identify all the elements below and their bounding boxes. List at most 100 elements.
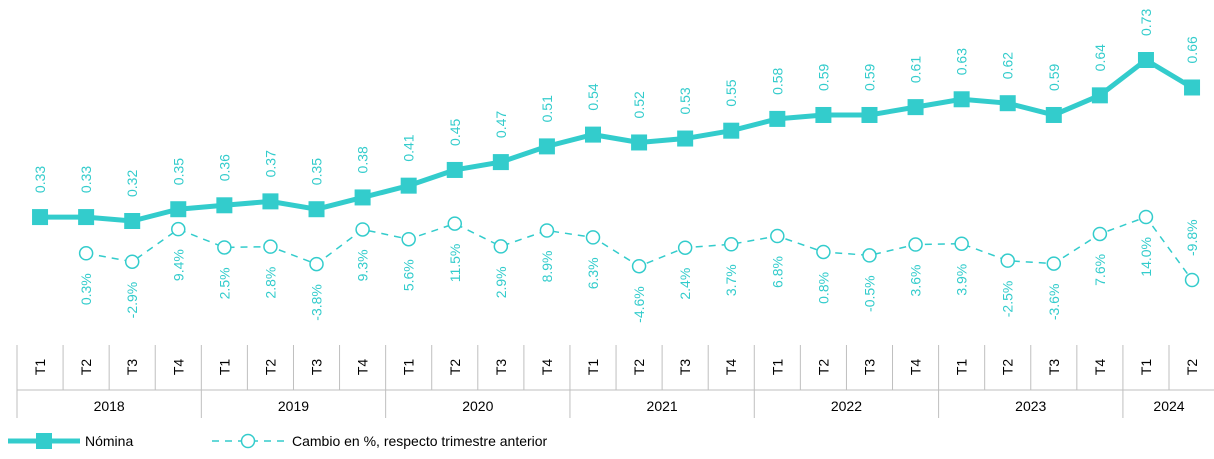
change-marker xyxy=(78,246,94,261)
change-marker xyxy=(539,223,555,238)
change-marker xyxy=(1046,256,1062,271)
x-tick-label: T3 xyxy=(677,359,693,376)
x-tick-label: T1 xyxy=(954,359,970,376)
data-label: 0.33 xyxy=(78,166,94,193)
change-marker xyxy=(816,244,831,260)
nomina-marker xyxy=(999,95,1016,112)
nomina-marker xyxy=(1184,79,1201,96)
x-tick-label: T1 xyxy=(585,359,601,376)
data-label: 3.6% xyxy=(908,265,924,297)
year-label: 2019 xyxy=(278,398,309,414)
x-tick-label: T3 xyxy=(493,359,509,376)
data-label: 0.8% xyxy=(815,272,831,304)
nomina-marker xyxy=(1137,52,1154,68)
change-marker xyxy=(309,256,324,272)
data-label: 0.59 xyxy=(861,64,877,91)
change-marker xyxy=(954,236,969,251)
nomina-marker xyxy=(32,209,49,226)
data-label: 9.4% xyxy=(170,249,186,281)
x-tick-label: T2 xyxy=(447,359,463,376)
x-tick-label: T4 xyxy=(355,359,371,376)
data-label: -3.8% xyxy=(309,284,325,321)
x-tick-label: T4 xyxy=(723,359,739,376)
data-label: 0.45 xyxy=(447,118,463,145)
year-label: 2023 xyxy=(1015,398,1046,414)
change-marker xyxy=(631,258,647,274)
year-label: 2020 xyxy=(462,398,493,414)
data-label: 3.9% xyxy=(954,264,970,296)
nomina-marker xyxy=(1091,87,1108,104)
data-label: 6.3% xyxy=(585,257,601,289)
change-marker xyxy=(217,240,232,255)
data-label: 0.37 xyxy=(262,150,278,177)
data-label: 0.35 xyxy=(309,158,325,185)
data-label: 0.58 xyxy=(769,67,785,94)
data-label: 2.4% xyxy=(677,268,693,300)
data-label: 7.6% xyxy=(1092,254,1108,286)
data-label: 0.66 xyxy=(1184,36,1200,63)
nomina-marker xyxy=(78,209,95,226)
x-tick-label: T4 xyxy=(539,359,555,376)
data-label: 8.9% xyxy=(539,251,555,283)
nomina-marker xyxy=(216,197,233,214)
change-marker xyxy=(770,228,785,244)
x-tick-label: T1 xyxy=(1138,359,1154,376)
data-label: 0.52 xyxy=(631,91,647,118)
change-marker xyxy=(124,254,140,269)
change-marker xyxy=(355,222,370,237)
x-tick-label: T2 xyxy=(631,359,647,376)
change-marker xyxy=(1184,272,1200,288)
nomina-marker xyxy=(354,189,371,206)
nomina-marker xyxy=(492,154,509,171)
data-label: 2.5% xyxy=(216,267,232,299)
legend-marker xyxy=(240,433,256,449)
data-label: 3.7% xyxy=(723,264,739,296)
nomina-marker xyxy=(538,138,555,155)
change-marker xyxy=(1000,253,1015,268)
data-label: 6.8% xyxy=(769,256,785,288)
data-label: 0.64 xyxy=(1092,44,1108,71)
change-marker xyxy=(493,239,509,254)
data-label: 0.54 xyxy=(585,83,601,110)
x-tick-label: T3 xyxy=(1046,359,1062,376)
data-label: 14.0% xyxy=(1138,237,1154,277)
year-label: 2024 xyxy=(1153,398,1184,414)
nomina-marker xyxy=(677,130,694,147)
x-tick-label: T2 xyxy=(262,359,278,376)
change-marker xyxy=(723,237,739,252)
x-tick-label: T2 xyxy=(815,359,831,376)
change-marker xyxy=(862,248,877,263)
data-label: 0.51 xyxy=(539,95,555,122)
nomina-line xyxy=(40,56,1194,224)
data-label: 0.47 xyxy=(493,111,509,138)
data-label: 0.36 xyxy=(216,154,232,181)
x-tick-label: T4 xyxy=(1092,359,1108,376)
x-tick-label: T4 xyxy=(908,359,924,376)
nomina-marker xyxy=(308,201,325,218)
change-marker xyxy=(908,237,923,252)
nomina-marker xyxy=(631,134,648,151)
nomina-marker xyxy=(124,213,141,229)
nomina-marker xyxy=(815,106,832,123)
nomina-marker xyxy=(170,201,187,218)
data-label: 0.59 xyxy=(1046,64,1062,91)
nomina-marker xyxy=(400,177,417,194)
x-tick-label: T3 xyxy=(861,359,877,376)
data-label: 11.5% xyxy=(447,244,463,283)
data-label: 2.8% xyxy=(262,267,278,299)
nomina-marker xyxy=(723,122,740,139)
data-label: 0.35 xyxy=(170,158,186,185)
x-tick-label: T1 xyxy=(216,359,232,376)
change-marker xyxy=(1138,209,1154,225)
data-label: 0.59 xyxy=(815,64,831,91)
data-label: 0.33 xyxy=(32,166,48,193)
legend-label: Cambio en %, respecto trimestre anterior xyxy=(292,433,548,449)
data-label: -2.9% xyxy=(124,282,140,319)
x-tick-label: T1 xyxy=(401,359,417,376)
x-tick-label: T2 xyxy=(1184,359,1200,376)
data-label: 0.3% xyxy=(78,273,94,305)
change-marker xyxy=(447,216,463,231)
nomina-marker xyxy=(1045,106,1062,123)
data-label: 0.41 xyxy=(401,134,417,161)
year-label: 2021 xyxy=(647,398,678,414)
